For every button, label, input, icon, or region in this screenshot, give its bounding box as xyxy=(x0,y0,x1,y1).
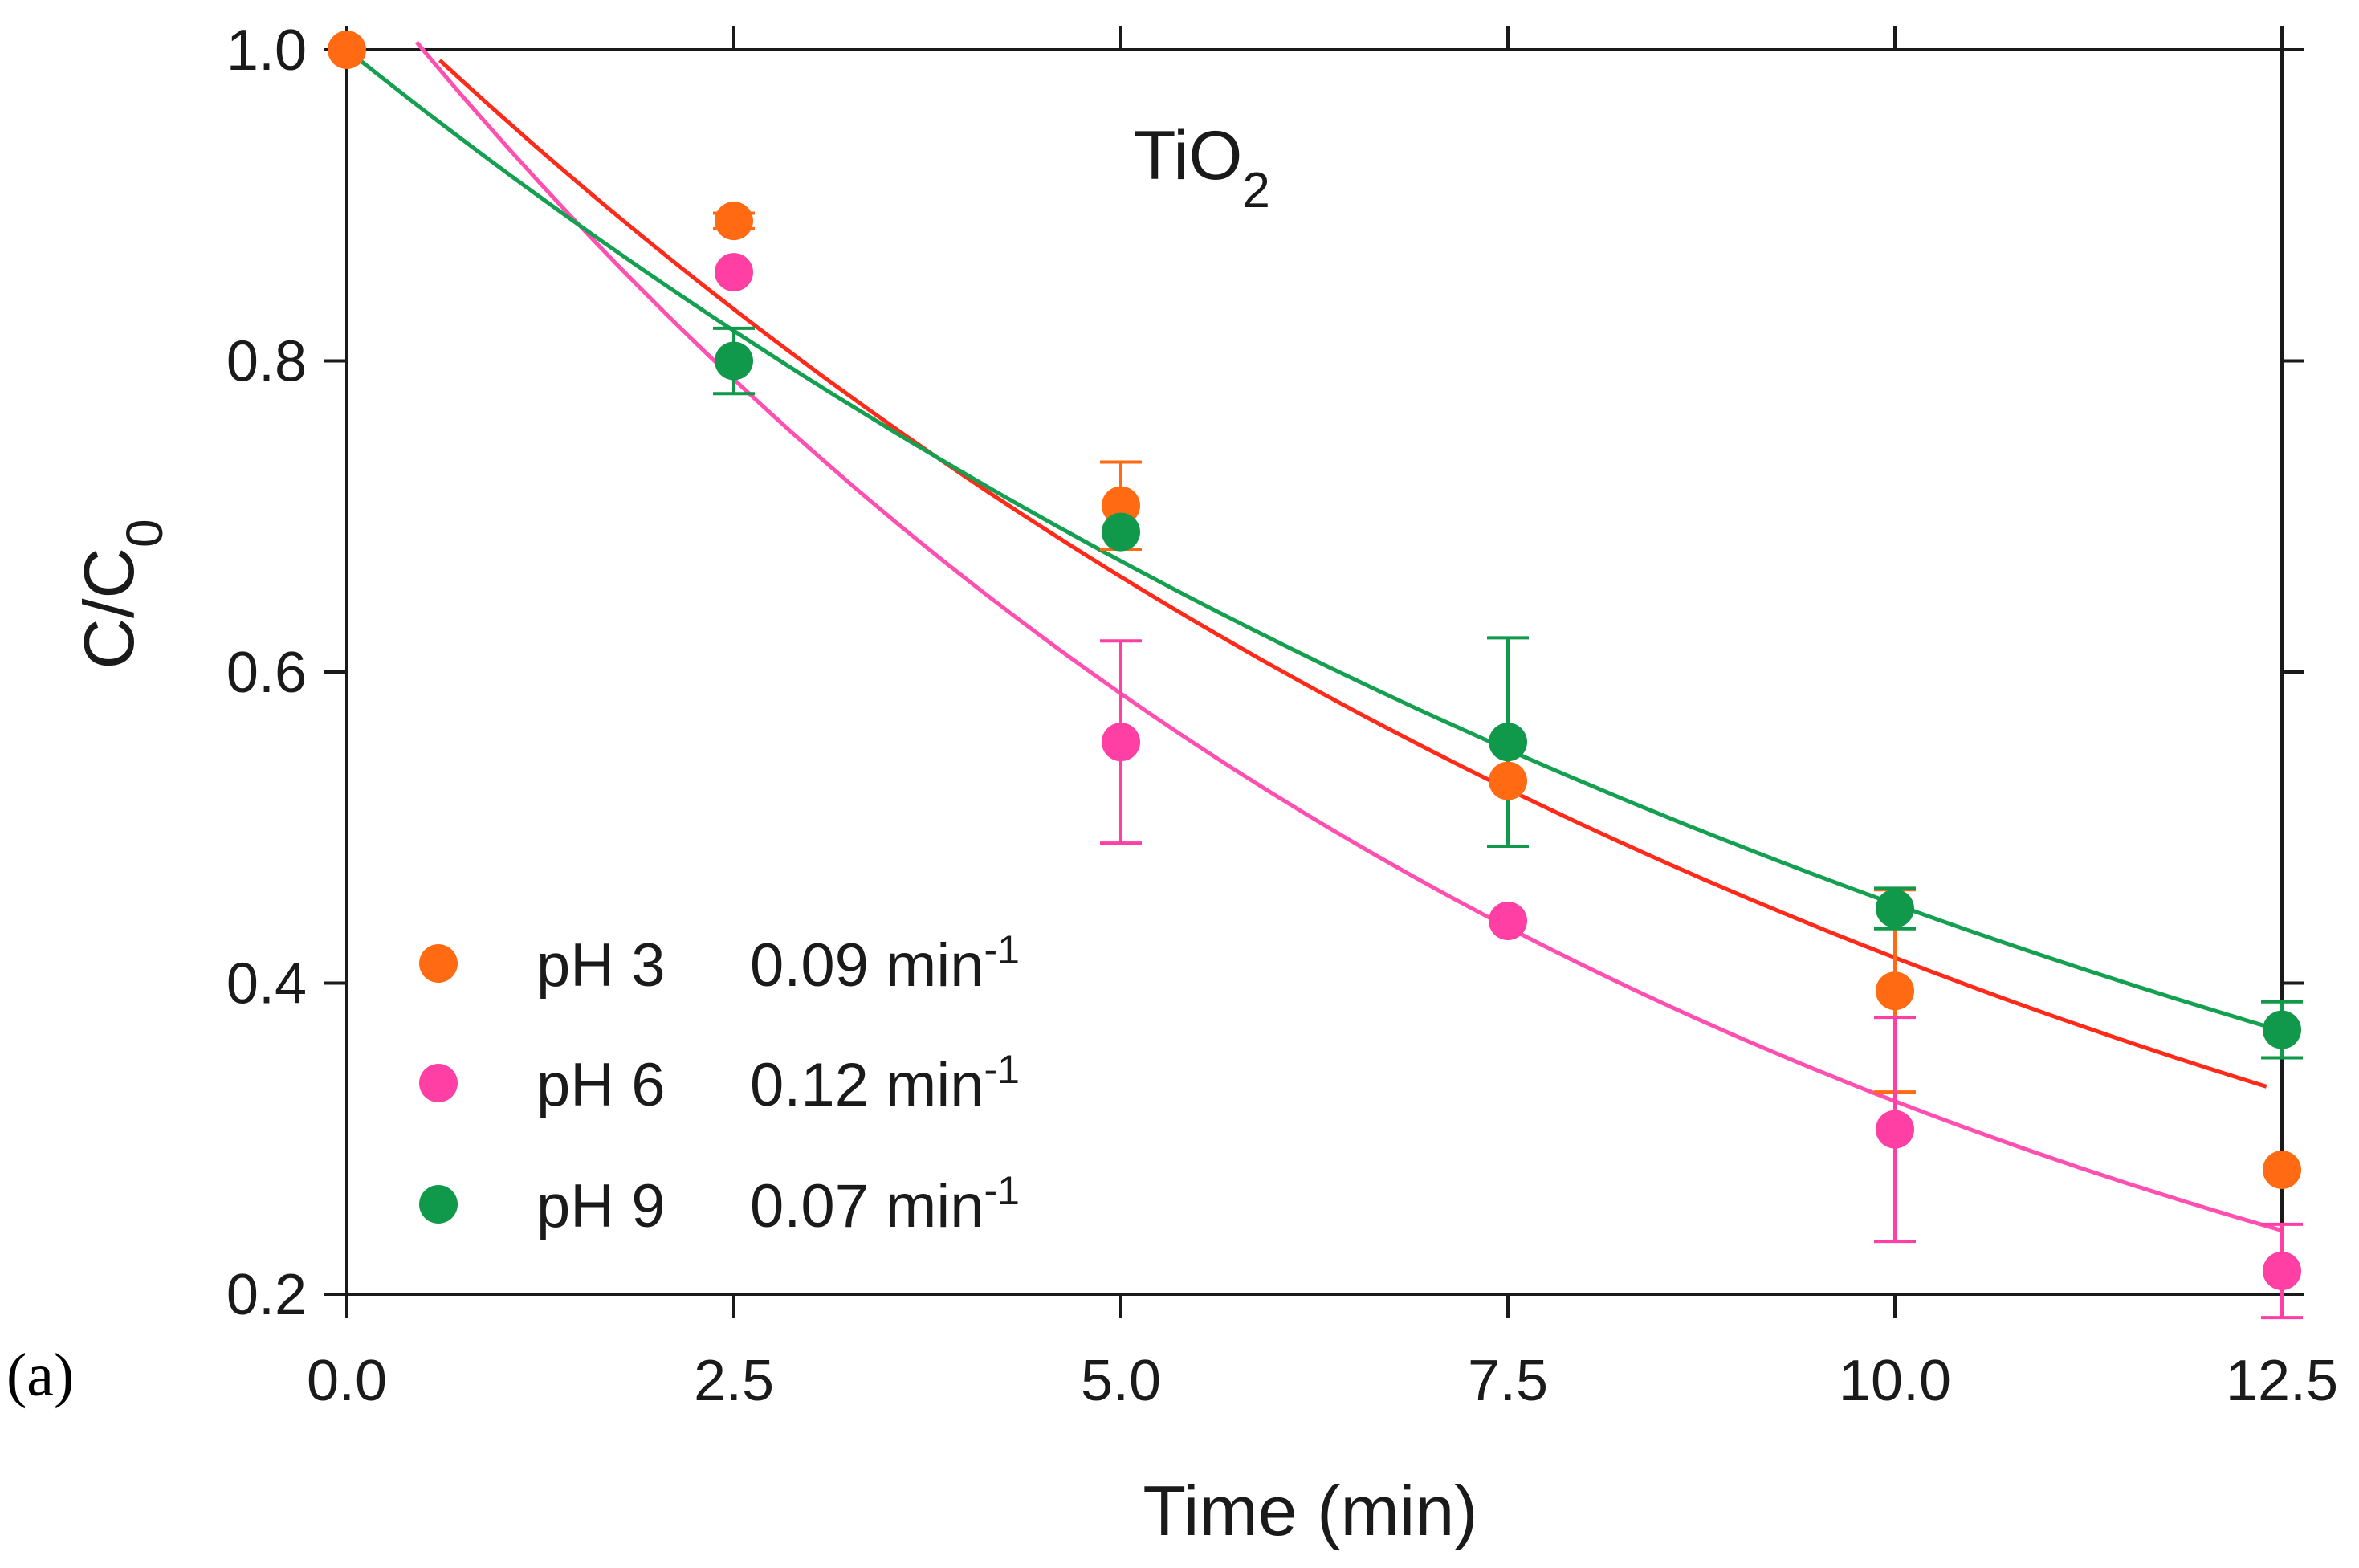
x-tick-label: 7.5 xyxy=(1468,1349,1548,1413)
data-point-ph3 xyxy=(1102,486,1140,525)
x-axis-title: Time (min) xyxy=(1143,1471,1477,1550)
data-point-ph9 xyxy=(1876,889,1914,928)
data-point-ph3 xyxy=(2263,1151,2301,1189)
fit-curve-ph3 xyxy=(438,59,2267,1089)
data-point-ph3 xyxy=(1489,761,1527,800)
y-tick-label: 0.8 xyxy=(226,330,307,394)
material-annotation: TiO2 xyxy=(1134,117,1270,218)
y-tick-label: 1.0 xyxy=(226,18,307,83)
x-tick-label: 12.5 xyxy=(2226,1349,2338,1413)
legend: pH 3 0.09 min-1 pH 6 0.12 min-1 pH 9 0.07 min… xyxy=(419,927,1020,1240)
data-point-ph6 xyxy=(1489,902,1527,940)
y-tick-label: 0.2 xyxy=(226,1263,307,1327)
legend-label: pH 3 xyxy=(536,931,666,1000)
data-point-ph6 xyxy=(1876,1110,1914,1149)
data-point-ph9 xyxy=(2263,1010,2301,1049)
data-point-ph6 xyxy=(715,253,753,292)
data-point-ph3 xyxy=(1876,971,1914,1011)
legend-rate: 0.12 min-1 xyxy=(750,1047,1020,1119)
x-axis-ticks: 0.0 2.5 5.0 7.5 10.0 12.5 xyxy=(307,26,2338,1413)
legend-label: pH 9 xyxy=(536,1172,666,1240)
data-point-ph3 xyxy=(715,202,753,241)
data-point-ph9 xyxy=(1102,512,1140,552)
y-axis-title: C/C0 xyxy=(69,519,173,669)
x-tick-label: 10.0 xyxy=(1839,1349,1951,1413)
data-points xyxy=(328,31,2301,1290)
panel-label: (a) xyxy=(6,1342,74,1409)
legend-marker xyxy=(419,1064,458,1102)
data-point-ph9 xyxy=(715,341,753,381)
x-tick-label: 0.0 xyxy=(307,1349,387,1413)
fit-curve-ph9 xyxy=(345,48,2283,1033)
legend-marker xyxy=(419,944,458,983)
data-point-ph6 xyxy=(2263,1251,2301,1290)
data-point-ph9 xyxy=(1489,723,1527,762)
legend-rate: 0.09 min-1 xyxy=(750,927,1020,1000)
legend-marker xyxy=(419,1185,458,1224)
data-point-ph6 xyxy=(1102,723,1140,762)
x-tick-label: 2.5 xyxy=(694,1349,774,1413)
y-tick-label: 0.6 xyxy=(226,641,307,705)
x-tick-label: 5.0 xyxy=(1081,1349,1161,1413)
legend-label: pH 6 xyxy=(536,1051,666,1119)
y-tick-label: 0.4 xyxy=(226,952,307,1016)
data-point-ph3 xyxy=(328,31,366,69)
legend-rate: 0.07 min-1 xyxy=(750,1168,1020,1240)
y-axis-ticks: 0.2 0.4 0.6 0.8 1.0 xyxy=(226,18,2304,1327)
